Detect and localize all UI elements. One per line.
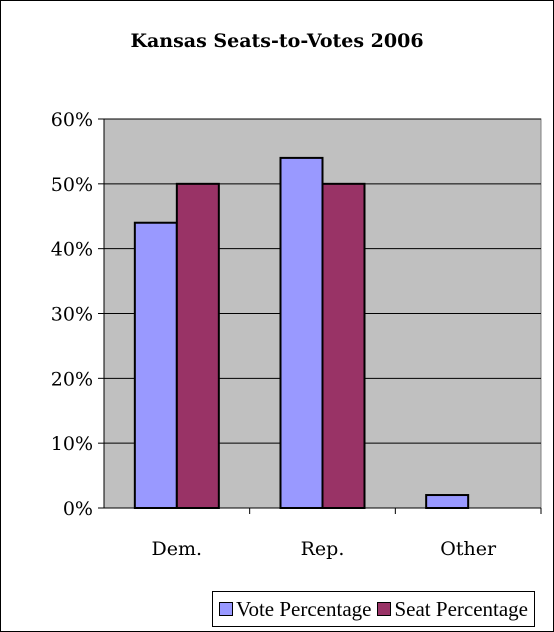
y-tick-label: 40%: [51, 239, 93, 261]
legend-label-seat: Seat Percentage: [394, 596, 529, 621]
legend: Vote Percentage Seat Percentage: [212, 591, 536, 627]
y-tick-label: 0%: [63, 498, 93, 520]
y-tick-label: 60%: [51, 109, 93, 131]
x-tick-label: Rep.: [301, 538, 345, 560]
bar: [279, 156, 324, 509]
bar: [321, 182, 366, 509]
x-tick-label: Other: [440, 538, 497, 560]
y-tick-label: 30%: [51, 304, 93, 326]
y-tick-label: 20%: [51, 368, 93, 390]
legend-item-seat: Seat Percentage: [377, 597, 528, 622]
chart-title: Kansas Seats-to-Votes 2006: [130, 30, 424, 52]
legend-label-vote: Vote Percentage: [236, 596, 372, 621]
y-tick-label: 50%: [51, 174, 93, 196]
y-tick-label: 10%: [51, 433, 93, 455]
legend-swatch-vote: [219, 602, 233, 616]
bar: [175, 182, 220, 509]
bar: [133, 221, 178, 509]
legend-item-vote: Vote Percentage: [219, 597, 371, 622]
bar: [425, 494, 470, 509]
x-tick-label: Dem.: [152, 538, 203, 560]
legend-swatch-seat: [377, 602, 392, 616]
